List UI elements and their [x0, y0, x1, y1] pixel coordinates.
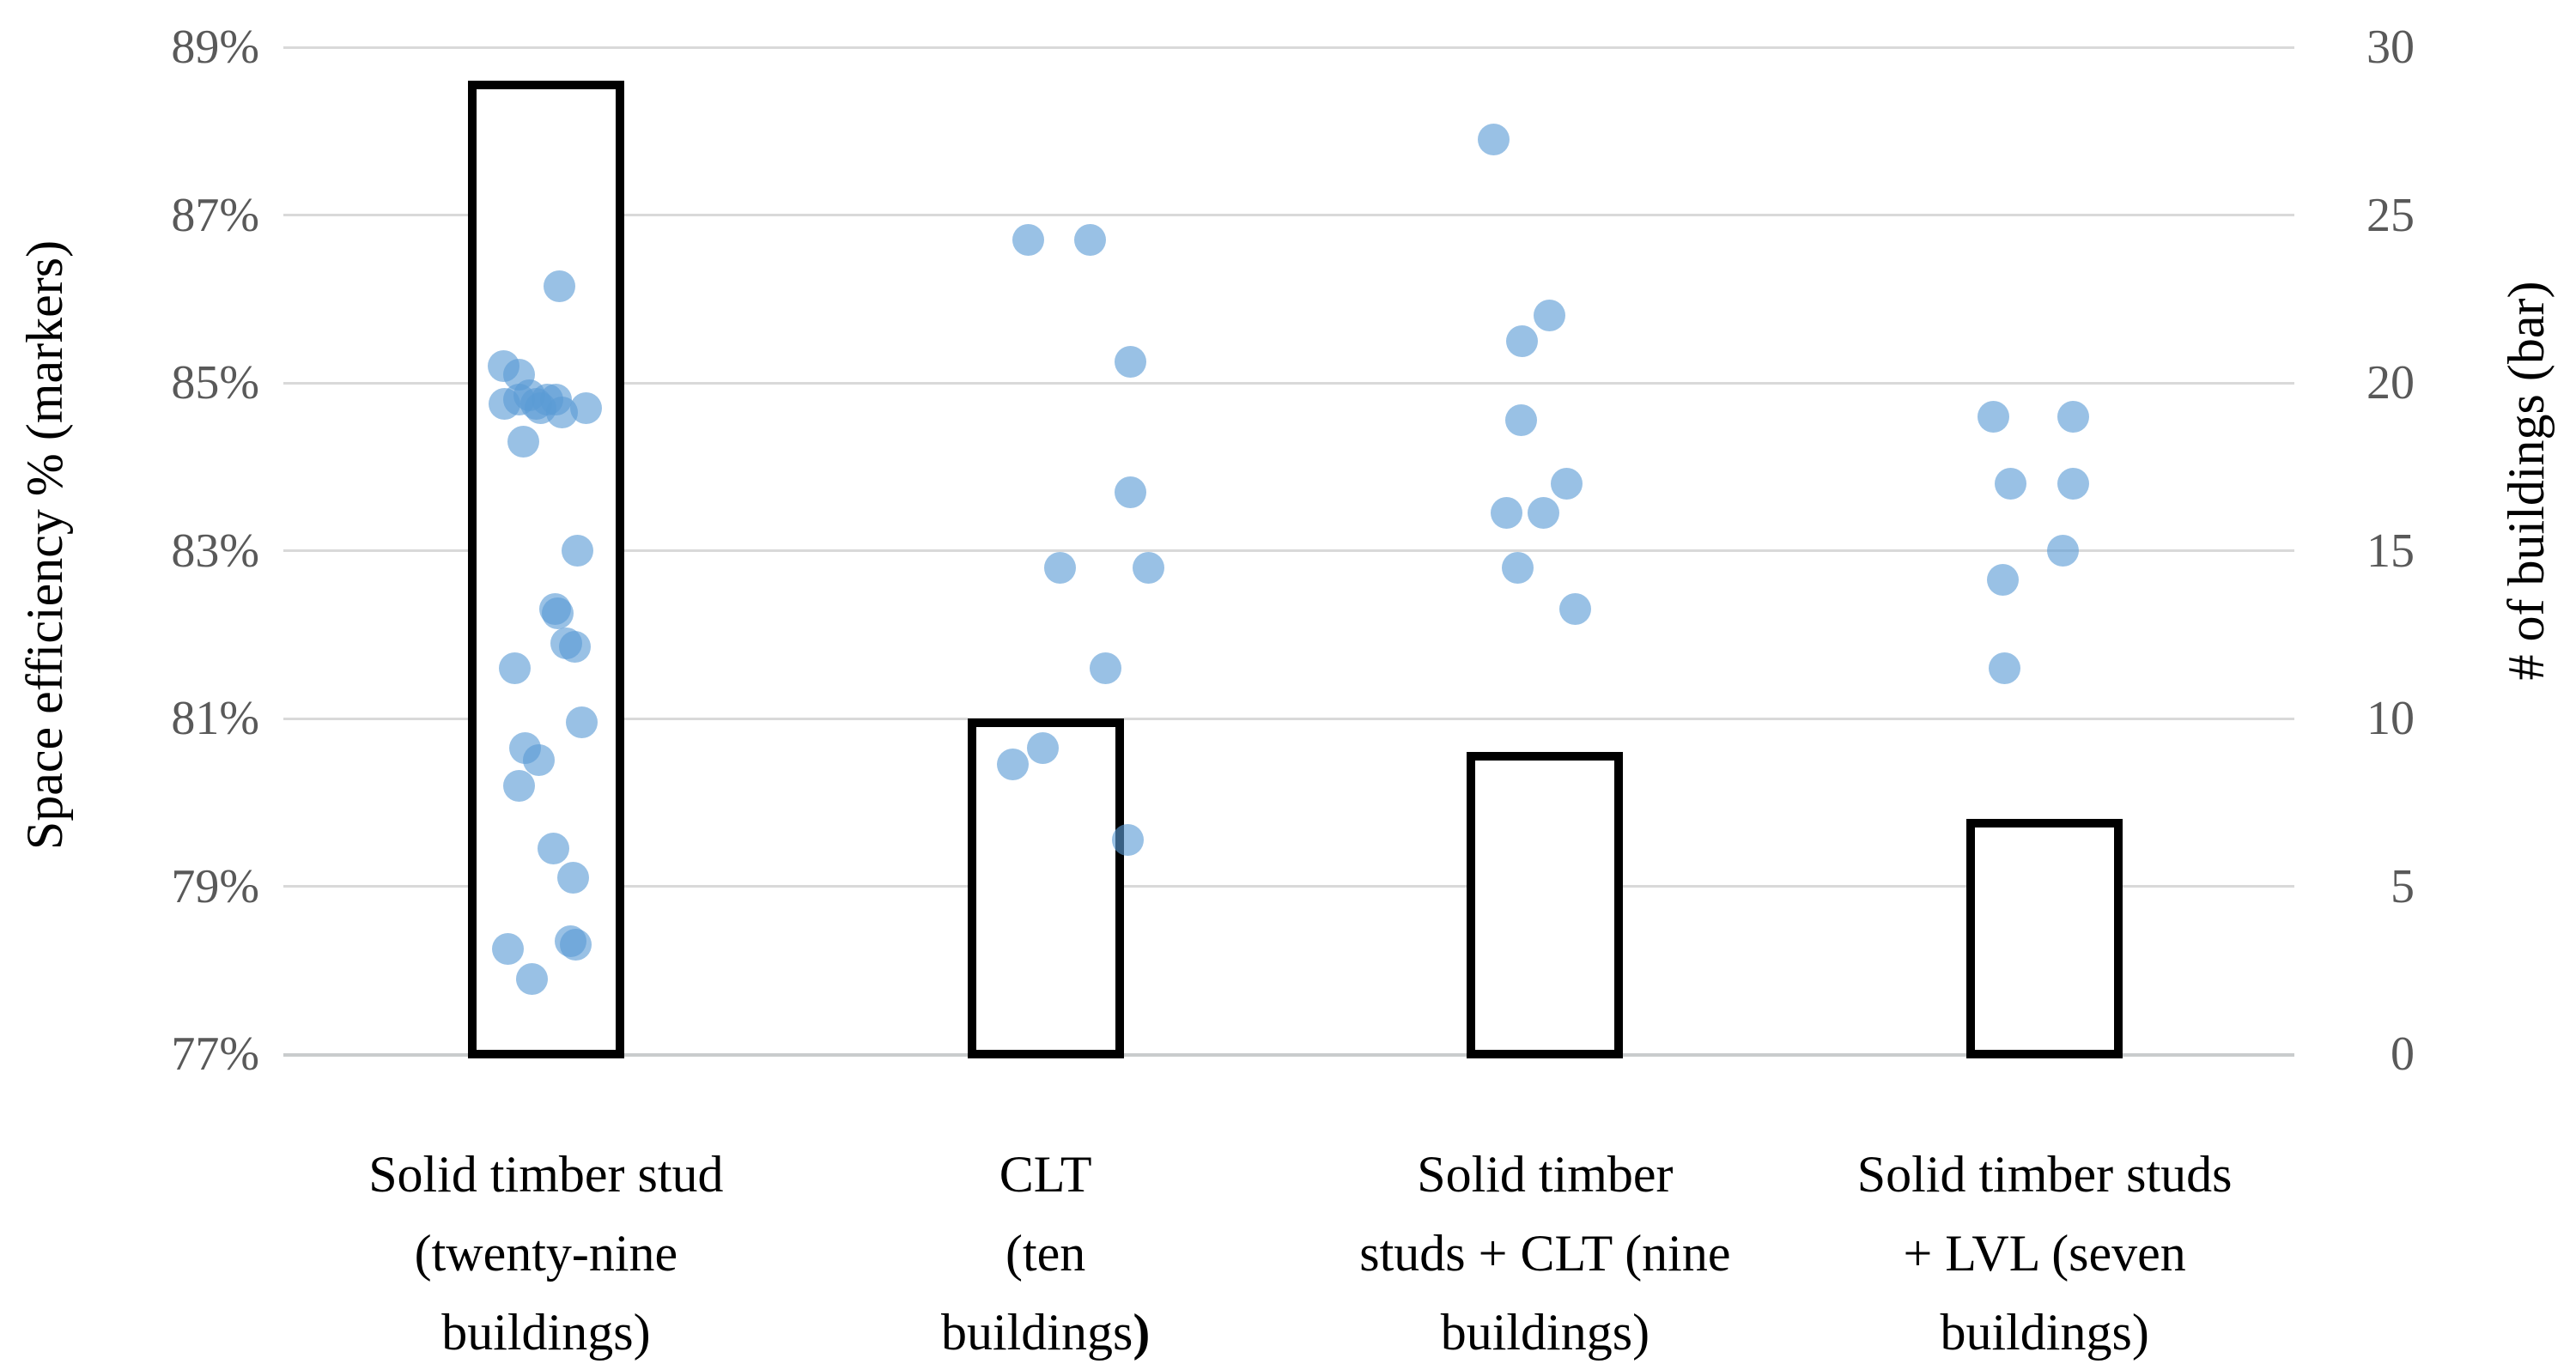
- scatter-marker-space-efficiency: [997, 749, 1030, 781]
- left-axis-tick-label: 89%: [171, 21, 259, 74]
- left-axis-tick-label: 77%: [171, 1028, 259, 1081]
- scatter-marker-space-efficiency: [2057, 400, 2089, 433]
- scatter-marker-space-efficiency: [2046, 535, 2079, 567]
- scatter-marker-space-efficiency: [1505, 324, 1538, 357]
- gridline: [283, 381, 2294, 385]
- scatter-marker-space-efficiency: [1112, 824, 1145, 857]
- scatter-marker-space-efficiency: [503, 769, 536, 802]
- scatter-marker-space-efficiency: [1501, 551, 1534, 584]
- left-axis-title: Space efficiency % (markers): [16, 239, 73, 851]
- scatter-marker-space-efficiency: [516, 962, 549, 995]
- scatter-marker-space-efficiency: [1133, 551, 1165, 584]
- scatter-marker-space-efficiency: [538, 833, 570, 864]
- left-axis-tick-label: 81%: [171, 692, 259, 745]
- gridline: [283, 885, 2294, 888]
- scatter-marker-space-efficiency: [1988, 652, 2020, 684]
- x-axis-category-label: Solid timber stud (twenty-nine buildings): [368, 1146, 724, 1361]
- scatter-marker-space-efficiency: [557, 862, 590, 894]
- scatter-marker-space-efficiency: [1558, 593, 1591, 626]
- scatter-marker-space-efficiency: [1477, 124, 1510, 156]
- scatter-marker-space-efficiency: [1115, 476, 1147, 508]
- scatter-marker-space-efficiency: [560, 929, 592, 961]
- right-axis-tick-label: 15: [2366, 524, 2415, 578]
- x-axis-category-label: Solid timber studs + CLT (nine buildings): [1359, 1146, 1731, 1361]
- scatter-marker-space-efficiency: [489, 387, 521, 420]
- scatter-marker-space-efficiency: [562, 535, 594, 567]
- gridline: [283, 1052, 2294, 1057]
- scatter-marker-space-efficiency: [523, 744, 556, 777]
- scatter-marker-space-efficiency: [1027, 731, 1060, 764]
- scatter-marker-space-efficiency: [1550, 467, 1583, 500]
- right-axis-tick-label: 10: [2366, 692, 2415, 745]
- left-axis-tick-label: 79%: [171, 859, 259, 913]
- right-axis-tick-label: 20: [2366, 356, 2415, 409]
- scatter-marker-space-efficiency: [2057, 467, 2089, 500]
- left-axis-tick-label: 87%: [171, 188, 259, 242]
- left-axis-tick-label: 85%: [171, 356, 259, 409]
- scatter-marker-space-efficiency: [1012, 224, 1045, 257]
- x-axis-category-label: Solid timber studs + LVL (seven buildings): [1856, 1146, 2233, 1361]
- scatter-marker-space-efficiency: [566, 706, 598, 739]
- bar-buildings-count: [967, 718, 1124, 1058]
- right-axis-title: # of buildings (bar): [2498, 281, 2555, 681]
- scatter-marker-space-efficiency: [542, 597, 574, 630]
- scatter-marker-space-efficiency: [1994, 467, 2026, 500]
- gridline: [283, 214, 2294, 216]
- x-axis-category-label: CLT (ten buildings): [940, 1146, 1151, 1361]
- scatter-marker-space-efficiency: [1986, 564, 2019, 597]
- scatter-marker-space-efficiency: [1115, 346, 1147, 379]
- scatter-marker-space-efficiency: [559, 631, 592, 664]
- scatter-marker-space-efficiency: [544, 270, 576, 303]
- scatter-marker-space-efficiency: [1090, 652, 1122, 684]
- right-axis-tick-label: 0: [2391, 1028, 2415, 1081]
- bar-buildings-count: [467, 81, 624, 1058]
- scatter-marker-space-efficiency: [499, 652, 532, 684]
- bar-buildings-count: [1467, 752, 1624, 1058]
- scatter-marker-space-efficiency: [1490, 497, 1522, 529]
- scatter-marker-space-efficiency: [1977, 400, 2009, 433]
- scatter-marker-space-efficiency: [1504, 404, 1537, 437]
- scatter-marker-space-efficiency: [1074, 224, 1107, 257]
- right-axis-tick-label: 30: [2366, 21, 2415, 74]
- scatter-marker-space-efficiency: [546, 396, 579, 428]
- gridline: [283, 717, 2294, 720]
- scatter-marker-space-efficiency: [1044, 551, 1077, 584]
- right-axis-tick-label: 5: [2391, 859, 2415, 913]
- scatter-marker-space-efficiency: [507, 425, 540, 458]
- scatter-marker-space-efficiency: [492, 933, 525, 966]
- bar-buildings-count: [1966, 819, 2123, 1058]
- left-axis-tick-label: 83%: [171, 524, 259, 578]
- scatter-marker-space-efficiency: [1533, 300, 1565, 332]
- scatter-marker-space-efficiency: [1527, 497, 1559, 529]
- right-axis-tick-label: 25: [2366, 188, 2415, 242]
- gridline: [283, 549, 2294, 552]
- gridline: [283, 45, 2294, 49]
